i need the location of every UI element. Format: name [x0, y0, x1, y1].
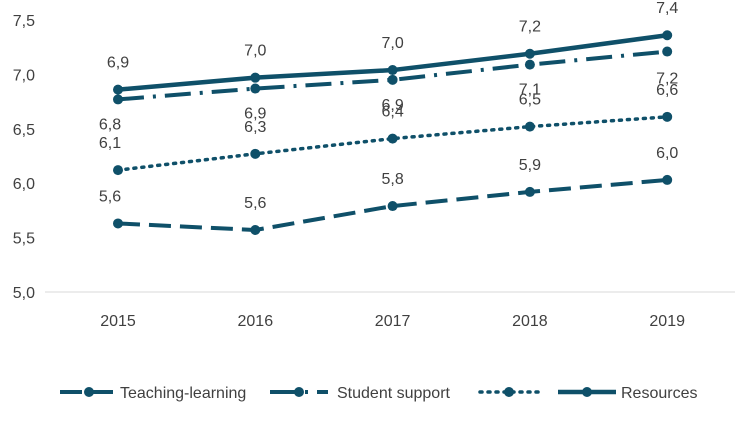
series-1: [113, 46, 673, 105]
data-label: 6,0: [656, 145, 678, 162]
data-point: [387, 133, 398, 144]
legend-item: Resources: [558, 385, 697, 402]
data-point: [662, 174, 673, 185]
data-label: 5,6: [99, 188, 121, 205]
data-point: [387, 201, 398, 212]
data-label: 7,1: [519, 82, 541, 99]
legend-marker: [504, 387, 514, 397]
data-label: 6,8: [99, 116, 121, 133]
x-tick-label: 2016: [238, 313, 274, 330]
legend-label: Student support: [337, 385, 451, 402]
data-point: [524, 121, 535, 132]
legend-marker: [294, 387, 304, 397]
series-2: [113, 111, 673, 176]
y-tick-label: 5,0: [13, 285, 35, 302]
series-lines: [113, 30, 673, 235]
legend-item: Teaching-learning: [60, 385, 246, 402]
y-tick-label: 5,5: [13, 231, 35, 248]
data-label: 6,5: [519, 92, 541, 109]
data-label: 6,9: [244, 106, 266, 123]
data-point: [250, 72, 261, 83]
data-point: [524, 48, 535, 59]
x-tick-label: 2017: [375, 313, 411, 330]
y-tick-label: 6,0: [13, 176, 35, 193]
data-point: [524, 59, 535, 70]
data-label: 6,9: [107, 55, 129, 72]
data-label: 7,2: [519, 19, 541, 36]
x-tick-label: 2018: [512, 313, 548, 330]
data-point: [250, 83, 261, 94]
data-label: 7,0: [381, 35, 403, 52]
legend-item: [478, 387, 540, 397]
data-point: [387, 65, 398, 76]
legend-marker: [84, 387, 94, 397]
data-label: 6,3: [244, 119, 266, 136]
data-point: [524, 186, 535, 197]
legend-marker: [582, 387, 592, 397]
y-tick-label: 7,0: [13, 67, 35, 84]
axes: 5,0 5,5 6,0 6,5 7,0 7,5 2015 2016 2017 2018 2019: [13, 13, 735, 330]
data-point: [250, 224, 261, 235]
y-tick-label: 6,5: [13, 122, 35, 139]
data-label: 6,1: [99, 135, 121, 152]
x-tick-label: 2015: [100, 313, 136, 330]
legend-label: Resources: [621, 385, 697, 402]
data-point: [662, 111, 673, 122]
legend-label: Teaching-learning: [120, 385, 246, 402]
data-point: [113, 84, 123, 95]
data-label: 7,2: [656, 71, 678, 88]
x-tick-label: 2019: [649, 313, 685, 330]
series-3: [113, 30, 673, 95]
data-point: [662, 46, 673, 57]
data-label: 6,6: [656, 82, 678, 99]
legend-item: Student support: [270, 385, 451, 402]
data-label: 5,6: [244, 195, 266, 212]
data-point: [250, 148, 261, 159]
y-tick-label: 7,5: [13, 13, 35, 30]
data-label: 7,0: [244, 43, 266, 60]
data-label: 5,9: [519, 157, 541, 174]
data-label: 5,8: [381, 171, 403, 188]
data-point: [113, 165, 123, 176]
series-0: [113, 174, 673, 235]
data-point: [662, 30, 673, 41]
data-point: [387, 74, 398, 85]
data-point: [113, 94, 123, 105]
data-labels: 5,6 5,65,85,96,06,86,96,97,17,26,16,36,46…: [99, 0, 679, 212]
data-label: 6,9: [381, 97, 403, 114]
data-point: [113, 218, 123, 229]
legend: Teaching-learning Student support Resource…: [60, 385, 697, 402]
series-line: [117, 49, 668, 102]
data-label: 7,4: [656, 0, 678, 17]
data-label: 6,4: [381, 104, 403, 121]
